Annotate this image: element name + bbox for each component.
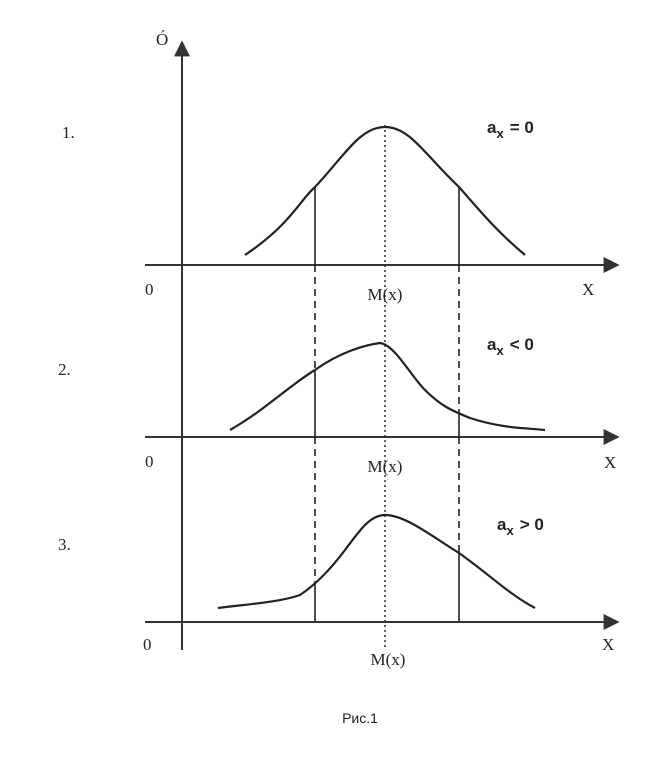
caption: Рис.1: [342, 710, 378, 726]
subscript: x: [496, 343, 504, 358]
x-axis-label: X: [582, 280, 594, 299]
origin-label: 0: [143, 635, 152, 654]
relation: = 0: [510, 118, 534, 137]
relation: < 0: [510, 335, 534, 354]
asymmetry-label: ax = 0: [487, 118, 534, 141]
origin-label: 0: [145, 280, 154, 299]
panel-number: 2.: [58, 360, 71, 379]
symmetric-curve: [244, 125, 526, 256]
mean-label: M(x): [368, 457, 403, 476]
origin-label: 0: [145, 452, 154, 471]
mean-label: M(x): [368, 285, 403, 304]
mean-label: M(x): [371, 650, 406, 669]
relation: > 0: [520, 515, 544, 534]
symbol: a: [487, 335, 497, 354]
subscript: x: [496, 126, 504, 141]
panel-number: 3.: [58, 535, 71, 554]
positive-skew-curve: [217, 513, 536, 610]
x-axis-label: X: [602, 635, 614, 654]
subscript: x: [506, 523, 514, 538]
panel-number: 1.: [62, 123, 75, 142]
y-axis-label: Ó: [156, 30, 168, 49]
symbol: a: [497, 515, 507, 534]
symbol: a: [487, 118, 497, 137]
x-axis-label: X: [604, 453, 616, 472]
asymmetry-label: ax < 0: [487, 335, 534, 358]
negative-skew-curve: [229, 341, 546, 432]
asymmetry-label: ax > 0: [497, 515, 544, 538]
